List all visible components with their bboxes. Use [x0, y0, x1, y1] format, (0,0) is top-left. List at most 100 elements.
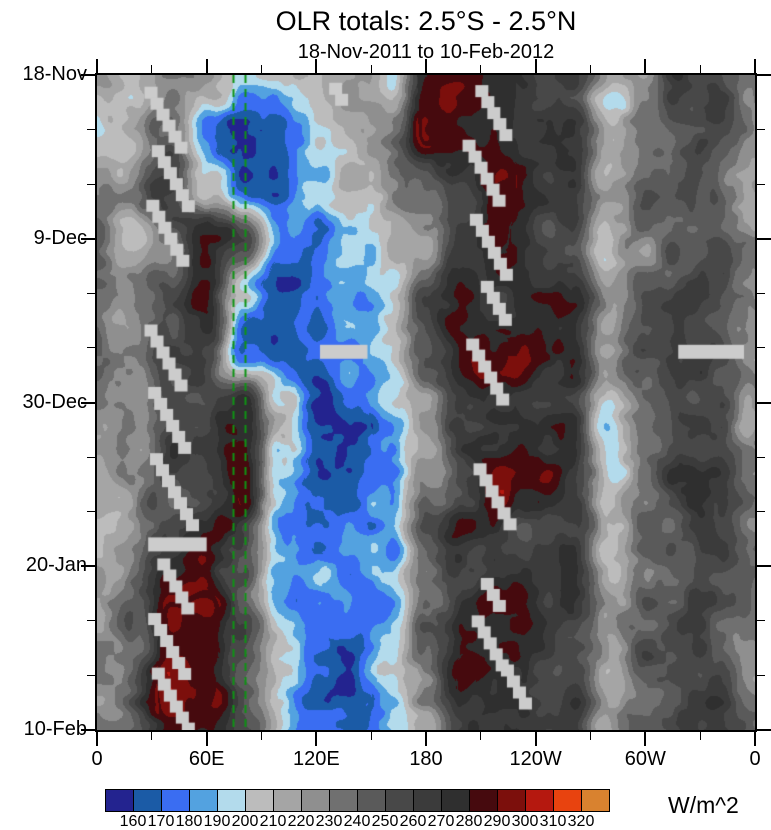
x-major-tick-bottom [754, 732, 756, 746]
y-minor-tick-left [87, 620, 95, 622]
y-minor-tick-left [87, 129, 95, 131]
y-major-tick-left [81, 74, 95, 76]
y-minor-tick-left [87, 456, 95, 458]
x-minor-tick-bottom [480, 732, 482, 740]
colorbar-units-label: W/m^2 [668, 792, 739, 818]
y-major-tick-left [81, 565, 95, 568]
colorbar-tick-label: 160 [119, 813, 147, 830]
y-tick-label: 10-Feb [23, 718, 87, 740]
y-minor-tick-left [87, 183, 95, 185]
colorbar-tick-label: 290 [483, 813, 511, 830]
colorbar-tick-label: 300 [511, 813, 539, 830]
colorbar-segment [161, 789, 190, 812]
y-minor-tick-right [757, 347, 765, 349]
x-major-tick-bottom [205, 732, 208, 746]
colorbar-tick-label: 260 [399, 813, 427, 830]
colorbar-segment [189, 789, 218, 812]
colorbar-segment [469, 789, 498, 812]
x-minor-tick-bottom [261, 732, 262, 740]
y-major-tick-right [757, 729, 771, 731]
y-minor-tick-left [87, 347, 95, 349]
colorbar-tick-label: 220 [287, 813, 315, 830]
x-tick-label: 0 [91, 748, 103, 770]
colorbar-tick-label: 320 [567, 813, 595, 830]
x-major-tick-top [96, 59, 98, 73]
colorbar-segment [105, 789, 134, 812]
colorbar-tick-label: 250 [371, 813, 399, 830]
x-minor-tick-bottom [590, 732, 591, 740]
y-minor-tick-right [757, 129, 765, 131]
chart-title: OLR totals: 2.5°S - 2.5°N [275, 6, 577, 36]
colorbar-segment [385, 789, 414, 812]
y-minor-tick-right [757, 292, 765, 294]
y-minor-tick-right [757, 620, 765, 622]
colorbar-segment [273, 789, 302, 812]
x-minor-tick-bottom [370, 732, 372, 740]
y-major-tick-left [81, 729, 95, 731]
colorbar-tick-label: 170 [147, 813, 175, 830]
colorbar-segment [581, 789, 610, 812]
colorbar-tick-label: 310 [539, 813, 567, 830]
y-major-tick-right [757, 74, 771, 76]
colorbar-segment [329, 789, 358, 812]
y-minor-tick-left [87, 674, 95, 676]
chart-subtitle: 18-Nov-2011 to 10-Feb-2012 [297, 41, 555, 63]
y-major-tick-right [757, 237, 771, 240]
colorbar-segment [357, 789, 386, 812]
x-minor-tick-top [480, 65, 482, 73]
colorbar-segment [217, 789, 246, 812]
hovmoller-heatmap-canvas [97, 75, 755, 730]
x-tick-label: 60W [624, 748, 666, 770]
x-minor-tick-top [151, 65, 153, 73]
colorbar-tick-label: 230 [315, 813, 343, 830]
x-minor-tick-bottom [699, 732, 701, 740]
x-minor-tick-top [261, 65, 262, 73]
y-major-tick-right [757, 565, 771, 568]
y-tick-label: 20-Jan [25, 554, 87, 577]
y-minor-tick-left [87, 511, 95, 513]
colorbar-tick-label: 180 [175, 813, 203, 830]
y-minor-tick-right [757, 456, 765, 458]
x-major-tick-top [534, 59, 537, 73]
x-major-tick-top [425, 59, 427, 73]
colorbar-tick-label: 240 [343, 813, 371, 830]
colorbar-segment [133, 789, 162, 812]
y-minor-tick-right [757, 511, 765, 513]
y-minor-tick-right [757, 674, 765, 676]
x-tick-label: 120W [509, 748, 562, 770]
colorbar-tick-label: 190 [203, 813, 231, 830]
y-tick-label: 9-Dec [33, 226, 87, 249]
colorbar-segment [441, 789, 470, 812]
x-major-tick-top [644, 59, 647, 73]
colorbar-segment [301, 789, 330, 812]
x-minor-tick-top [590, 65, 591, 73]
x-tick-label: 60E [188, 748, 225, 770]
colorbar-segment [553, 789, 582, 812]
x-tick-label: 120E [292, 748, 340, 770]
plot-frame [95, 73, 757, 732]
x-tick-label: 0 [749, 748, 761, 770]
colorbar-tick-label: 270 [427, 813, 455, 830]
x-major-tick-top [315, 59, 318, 73]
colorbar-tick-label: 280 [455, 813, 483, 830]
colorbar-segment [497, 789, 526, 812]
y-minor-tick-right [757, 183, 765, 185]
colorbar [105, 789, 611, 813]
x-tick-label: 180 [409, 748, 443, 770]
y-major-tick-left [81, 401, 95, 404]
x-minor-tick-top [370, 65, 372, 73]
x-major-tick-bottom [534, 732, 537, 746]
colorbar-segment [413, 789, 442, 812]
y-tick-label: 18-Nov [22, 63, 87, 85]
x-major-tick-top [205, 59, 208, 73]
x-minor-tick-bottom [151, 732, 153, 740]
x-major-tick-bottom [96, 732, 98, 746]
colorbar-tick-label: 210 [259, 813, 287, 830]
x-major-tick-bottom [425, 732, 427, 746]
x-minor-tick-top [699, 65, 701, 73]
x-major-tick-top [754, 59, 756, 73]
y-minor-tick-left [87, 292, 95, 294]
x-major-tick-bottom [644, 732, 647, 746]
y-major-tick-right [757, 401, 771, 404]
